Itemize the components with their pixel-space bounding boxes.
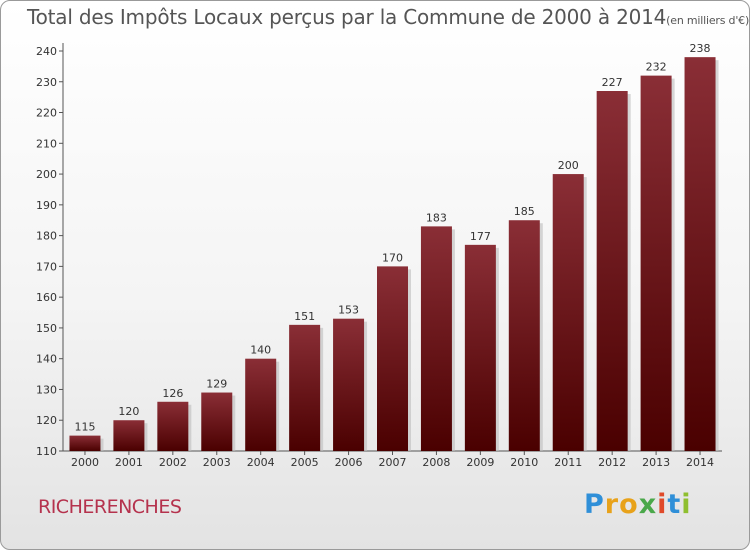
logo-letter: i [681, 489, 692, 520]
logo-letter: x [638, 489, 658, 520]
bar-value-label: 170 [382, 251, 403, 264]
x-tick-label: 2008 [422, 456, 450, 469]
axes: 110 120 130 140 150 160 170 180 190 200 210 220 230 2… [36, 43, 722, 458]
chart-title: Total des Impôts Locaux perçus par la Co… [27, 5, 749, 29]
chart-subtitle: (en milliers d'€) [666, 14, 750, 27]
bar [69, 435, 101, 451]
y-tick-label: 140 [36, 353, 57, 366]
bar-value-label: 153 [338, 304, 359, 317]
x-tick-label: 2006 [335, 456, 363, 469]
commune-name: RICHERENCHES [38, 496, 182, 518]
bar [464, 244, 496, 451]
y-tick-label: 240 [36, 45, 57, 58]
x-tick-label: 2014 [686, 456, 714, 469]
y-tick-label: 160 [36, 291, 57, 304]
bar-value-label: 120 [118, 405, 139, 418]
bar-value-label: 183 [426, 211, 447, 224]
x-tick-label: 2009 [466, 456, 494, 469]
proxiti-logo[interactable]: Proxiti [584, 489, 692, 520]
bar [640, 75, 672, 451]
bar-value-label: 227 [602, 76, 623, 89]
y-tick-label: 130 [36, 383, 57, 396]
logo-letter: t [667, 489, 682, 520]
bar-value-label: 140 [250, 344, 271, 357]
logo-letter: P [584, 489, 605, 520]
x-tick-label: 2002 [159, 456, 187, 469]
y-tick-label: 220 [36, 107, 57, 120]
y-tick-label: 200 [36, 168, 57, 181]
bar [245, 358, 277, 451]
logo-letter: i [657, 489, 668, 520]
x-tick-label: 2004 [247, 456, 275, 469]
bar [333, 318, 365, 451]
bar [684, 57, 716, 452]
logo-letter: o [619, 489, 639, 520]
x-tick-label: 2003 [203, 456, 231, 469]
x-tick-label: 2007 [379, 456, 407, 469]
y-tick-label: 170 [36, 260, 57, 273]
bar [289, 324, 321, 451]
x-tick-label: 2010 [510, 456, 538, 469]
bar [552, 174, 584, 452]
x-tick-label: 2011 [554, 456, 582, 469]
bar [113, 420, 145, 451]
bar-value-label: 185 [514, 205, 535, 218]
y-tick-label: 150 [36, 322, 57, 335]
logo-letter: r [604, 489, 620, 520]
bar [420, 226, 452, 451]
y-tick-label: 190 [36, 199, 57, 212]
x-tick-label: 2012 [598, 456, 626, 469]
bar-value-label: 238 [690, 42, 711, 55]
labels: 115 2000 120 2001 126 2002 129 2003 140 2004 151 20… [71, 42, 714, 469]
y-tick-label: 180 [36, 230, 57, 243]
bar-value-label: 126 [162, 387, 183, 400]
x-tick-label: 2001 [115, 456, 143, 469]
y-tick-label: 120 [36, 414, 57, 427]
bar [596, 91, 628, 451]
x-tick-label: 2005 [291, 456, 319, 469]
y-tick-label: 230 [36, 76, 57, 89]
bar-value-label: 151 [294, 310, 315, 323]
bar-value-label: 232 [646, 61, 667, 74]
y-tick-label: 110 [36, 445, 57, 458]
y-tick-label: 210 [36, 137, 57, 150]
chart-title-text: Total des Impôts Locaux perçus par la Co… [27, 5, 667, 29]
bar [377, 266, 408, 451]
bar [508, 220, 540, 451]
x-tick-label: 2013 [642, 456, 670, 469]
bar [157, 401, 189, 451]
bars [69, 57, 719, 452]
bar-value-label: 200 [558, 159, 579, 172]
bar-value-label: 129 [206, 378, 227, 391]
bar-value-label: 177 [470, 230, 491, 243]
x-tick-label: 2000 [71, 456, 99, 469]
bar [201, 392, 233, 451]
bar-value-label: 115 [74, 421, 95, 434]
